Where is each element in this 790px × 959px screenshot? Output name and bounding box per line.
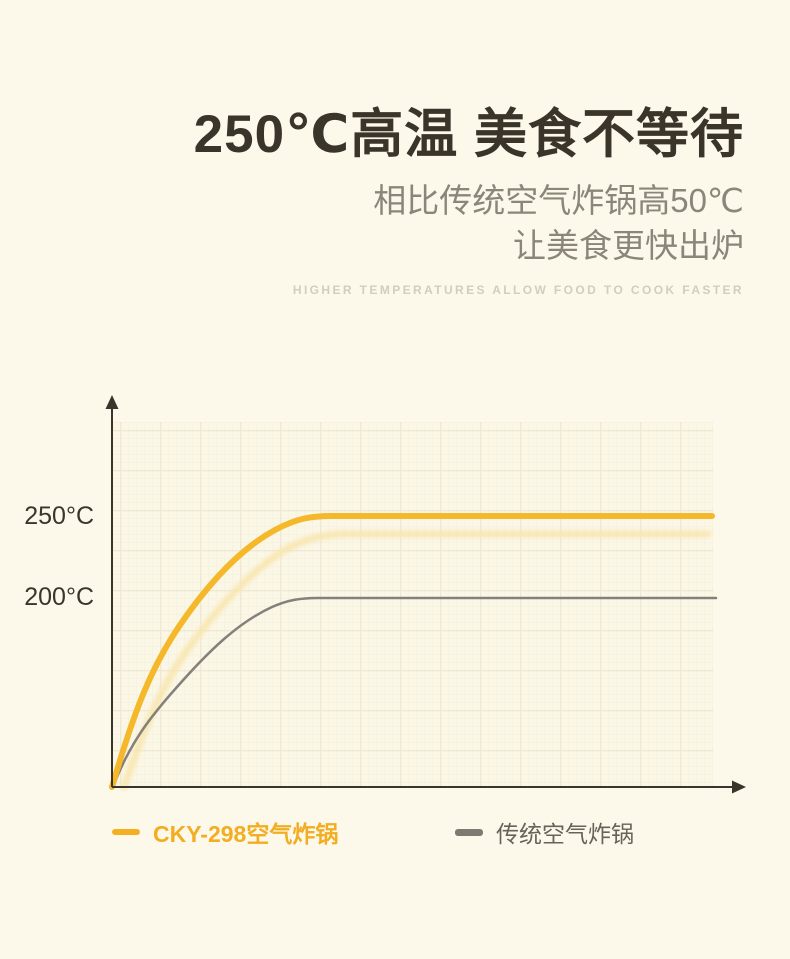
subtitle-line-2: 让美食更快出炉 (513, 227, 744, 265)
legend-item-cky-298: CKY-298空气炸锅 (112, 818, 339, 847)
subtitle: 相比传统空气炸锅高50℃ 让美食更快出炉 (0, 178, 744, 269)
y-axis-arrow-icon (105, 395, 119, 409)
temperature-line-chart (105, 395, 746, 794)
y-tick-200: 200°C (24, 583, 94, 611)
legend-swatch-traditional-icon (455, 828, 483, 836)
y-axis (105, 395, 119, 787)
x-axis-arrow-icon (732, 780, 746, 794)
english-caption: HIGHER TEMPERATURES ALLOW FOOD TO COOK F… (292, 283, 744, 298)
traditional-airfryer-line (111, 596, 718, 789)
legend-item-traditional: 传统空气炸锅 (455, 818, 634, 847)
plot-grid (113, 422, 713, 786)
y-tick-250: 250°C (24, 502, 94, 530)
page-title: 250℃高温 美食不等待 (193, 105, 744, 164)
x-axis (112, 780, 746, 794)
cky-glow-line (120, 530, 712, 791)
header: 250℃高温 美食不等待 相比传统空气炸锅高50℃ 让美食更快出炉 HIGHER… (0, 0, 790, 297)
legend-label-traditional: 传统空气炸锅 (496, 821, 634, 847)
legend-swatch-cky-icon (112, 829, 140, 835)
cky-298-line (109, 513, 715, 790)
legend-label-cky: CKY-298空气炸锅 (153, 821, 339, 847)
subtitle-line-1: 相比传统空气炸锅高50℃ (373, 181, 744, 219)
